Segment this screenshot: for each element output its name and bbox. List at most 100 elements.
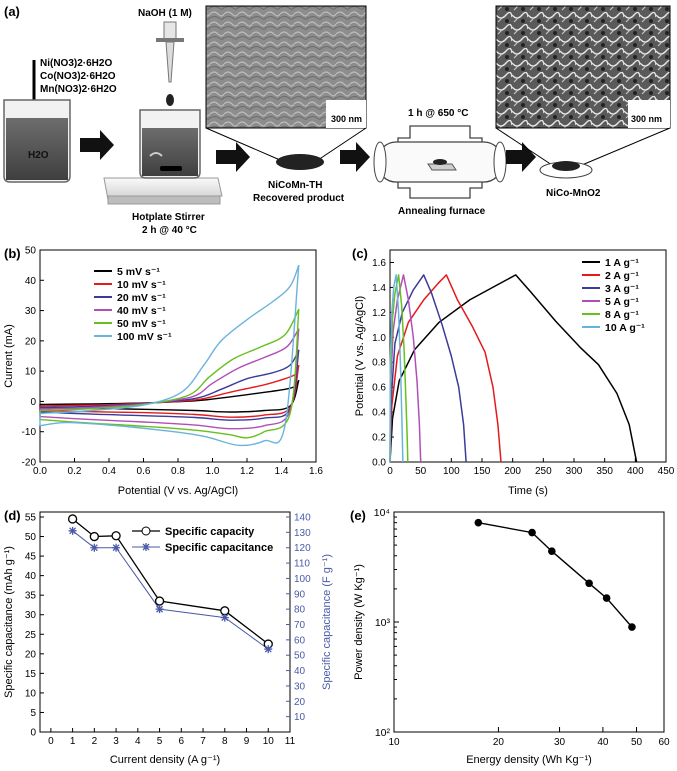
- naoh-label: NaOH (1 M): [138, 8, 192, 19]
- gcd-ytick-label: 0.6: [372, 383, 386, 394]
- ragone-xtick-label: 60: [658, 737, 670, 748]
- capacity-xtick-label: 3: [113, 736, 119, 747]
- gcd-xtick-label: 0: [387, 466, 393, 477]
- cv-chart: (b) 0.0 0.2 0.4 0.6 0.8 1.0 1.2 1.4 1.6 -20 -10 0 10…: [3, 246, 323, 498]
- stirrer-condition: 2 h @ 40 °C: [142, 225, 197, 236]
- capacity-xtick-label: 8: [222, 736, 228, 747]
- gcd-chart: (c) 0 50 100 150 200 250 300 350 400 450 0.0 0.2 0.4…: [352, 246, 675, 497]
- cv-xtick-label: 0.8: [171, 466, 185, 477]
- capacity-ytick-right-label: 10: [294, 712, 306, 723]
- cv-curve-upper-4: [39, 308, 300, 412]
- cv-ytick-label: -10: [22, 427, 37, 438]
- cv-curve-lower-4: [39, 309, 300, 439]
- cv-legend-label: 20 mV s⁻¹: [117, 292, 166, 304]
- cv-curve-lower-1: [39, 364, 300, 418]
- capacity-xtick-label: 0: [48, 736, 54, 747]
- burette-icon: [156, 21, 184, 106]
- capacity-ytick-left-label: 20: [25, 649, 37, 660]
- capacity-ytick-left-label: 25: [25, 630, 37, 641]
- sem-image-th: 300 nm: [205, 5, 367, 161]
- capacity-ytick-right-label: 70: [294, 620, 306, 631]
- process-arrow-4: [506, 142, 536, 172]
- cv-xtick-label: 0.2: [68, 466, 82, 477]
- cv-ytick-label: -20: [22, 458, 37, 469]
- capacity-ytick-right-label: 60: [294, 635, 306, 646]
- capacity-ytick-right-label: 20: [294, 697, 306, 708]
- capacity-ytick-right-label: 80: [294, 605, 306, 616]
- cv-curve-upper-5: [39, 264, 300, 415]
- gcd-xtick-label: 50: [415, 466, 427, 477]
- ragone-xtick-label: 30: [554, 737, 566, 748]
- ragone-ylabel: Power density (W Kg⁻¹): [353, 564, 365, 680]
- th-product-icon: [276, 154, 324, 170]
- capacity-legend-label: Specific capacity: [165, 526, 255, 538]
- capacity-ytick-left-label: 55: [25, 513, 37, 524]
- water-label: H2O: [28, 150, 49, 161]
- gcd-xtick-label: 200: [504, 466, 521, 477]
- ragone-point: [628, 623, 636, 631]
- capacity-point: [67, 514, 78, 524]
- capacity-xtick-label: 10: [263, 736, 275, 747]
- gcd-curve-0: [389, 274, 638, 463]
- capacity-xlabel: Current density (A g⁻¹): [110, 754, 220, 766]
- capacity-chart: (d) 0 1 2 3 4 5 6 7 8 9 10 110510152025303540455055…: [3, 508, 333, 766]
- sem-image-final: 300 nm: [495, 5, 671, 166]
- gcd-xtick-label: 350: [596, 466, 613, 477]
- ragone-plot-frame: [393, 511, 665, 733]
- gcd-xtick-label: 100: [443, 466, 460, 477]
- cv-legend-label: 10 mV s⁻¹: [117, 279, 166, 291]
- capacity-ylabel-right: Specific capacitance (F g⁻¹): [321, 554, 333, 690]
- panel-a-label: (a): [4, 4, 20, 19]
- panel-c-label: (c): [352, 246, 368, 261]
- cv-ytick-label: 40: [25, 276, 37, 287]
- capacity-xtick-label: 7: [200, 736, 206, 747]
- gcd-legend-label: 1 A g⁻¹: [605, 257, 639, 269]
- cv-plot-frame: [39, 249, 317, 463]
- ragone-xlabel: Energy density (Wh Kg⁻¹): [466, 754, 592, 766]
- capacity-xtick-label: 4: [135, 736, 141, 747]
- cv-xtick-label: 0.0: [33, 466, 47, 477]
- ragone-xtick-label: 50: [631, 737, 643, 748]
- cv-legend-label: 5 mV s⁻¹: [117, 266, 160, 278]
- cv-curve-upper-1: [39, 364, 300, 407]
- capacity-ytick-right-label: 50: [294, 651, 306, 662]
- anneal-condition: 1 h @ 650 °C: [408, 108, 468, 119]
- capacity-ytick-left-label: 30: [25, 610, 37, 621]
- process-arrow-2: [216, 142, 250, 172]
- th-title: NiCoMn-TH: [268, 180, 322, 191]
- ragone-xtick-label: 10: [388, 737, 400, 748]
- capacitance-legend-marker: [142, 543, 150, 551]
- th-subtitle: Recovered product: [253, 193, 345, 204]
- capacitance-point: [90, 543, 99, 552]
- cv-xtick-label: 0.6: [137, 466, 151, 477]
- cv-curve-lower-5: [39, 265, 300, 447]
- gcd-legend-label: 3 A g⁻¹: [605, 283, 639, 295]
- capacitance-point: [220, 613, 229, 622]
- scalebar-2: 300 nm: [631, 114, 662, 124]
- gcd-curve-5: [389, 274, 404, 463]
- capacity-xtick-label: 5: [157, 736, 163, 747]
- ragone-point: [548, 547, 556, 556]
- ragone-ytick-label: 10⁴: [374, 507, 390, 519]
- cv-xtick-label: 1.6: [309, 466, 323, 477]
- reagent-co: Co(NO3)2·6H2O: [40, 71, 116, 82]
- capacity-xtick-label: 1: [70, 736, 76, 747]
- gcd-xtick-label: 300: [566, 466, 583, 477]
- capacity-ytick-right-label: 120: [294, 543, 311, 554]
- capacity-ytick-left-label: 50: [25, 532, 37, 543]
- gcd-legend-label: 5 A g⁻¹: [605, 296, 639, 308]
- ragone-point: [602, 594, 611, 602]
- capacity-ytick-right-label: 110: [294, 559, 310, 570]
- gcd-ytick-label: 1.2: [372, 308, 386, 319]
- gcd-legend-label: 10 A g⁻¹: [605, 322, 645, 334]
- capacity-plot-frame: [39, 511, 291, 733]
- panel-d-label: (d): [4, 508, 21, 523]
- annealing-furnace-icon: [373, 125, 507, 199]
- gcd-curve-2: [389, 274, 467, 463]
- reagent-mn: Mn(NO3)2·6H2O: [40, 84, 117, 95]
- furnace-label: Annealing furnace: [398, 206, 486, 217]
- gcd-curve-4: [389, 274, 409, 463]
- ragone-line: [478, 522, 633, 628]
- capacity-ytick-right-label: 90: [294, 589, 306, 600]
- cv-xtick-label: 1.4: [275, 466, 289, 477]
